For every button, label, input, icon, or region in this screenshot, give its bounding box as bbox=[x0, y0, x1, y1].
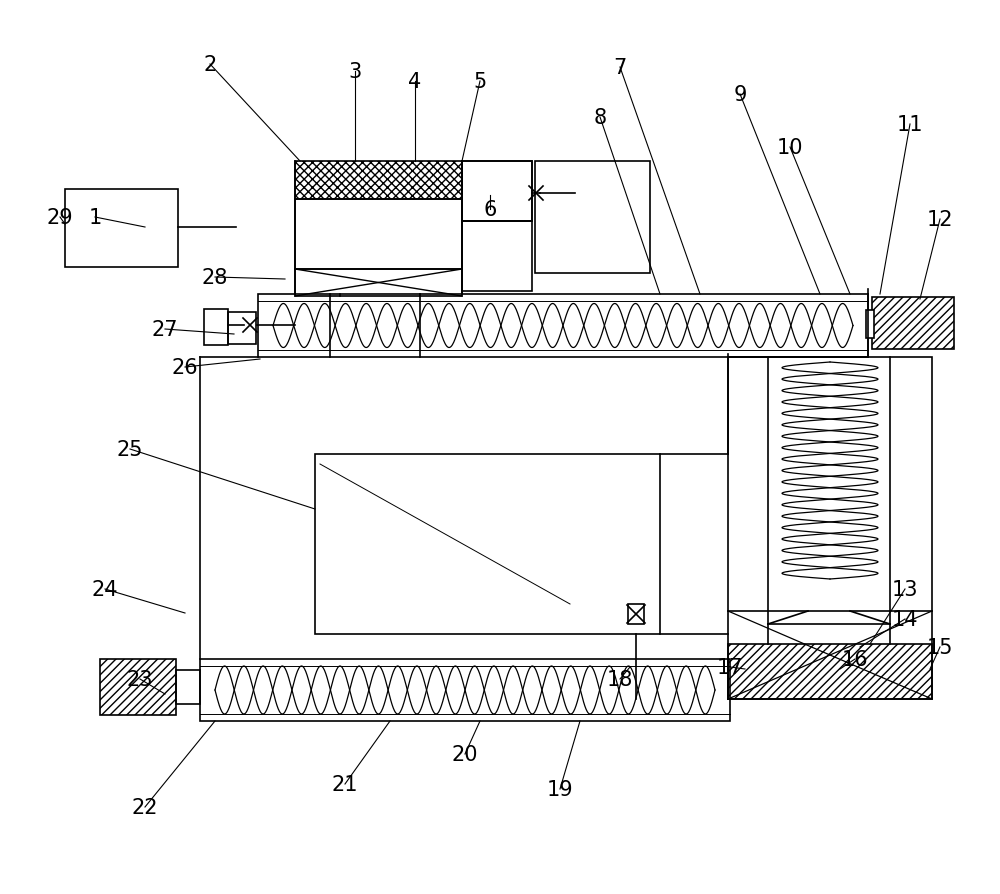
Bar bbox=[462, 222, 532, 291]
Text: 1: 1 bbox=[88, 207, 102, 228]
Bar bbox=[295, 162, 462, 199]
Text: 5: 5 bbox=[473, 72, 487, 92]
Bar bbox=[295, 270, 462, 297]
Bar bbox=[728, 645, 932, 699]
Text: 27: 27 bbox=[152, 320, 178, 340]
Bar bbox=[315, 454, 660, 634]
Text: 26: 26 bbox=[172, 358, 198, 377]
Bar bbox=[65, 190, 178, 267]
Text: 18: 18 bbox=[607, 670, 633, 689]
Text: 14: 14 bbox=[892, 610, 918, 629]
Bar bbox=[872, 298, 954, 350]
Text: 24: 24 bbox=[92, 579, 118, 599]
Bar bbox=[204, 309, 228, 346]
Text: 7: 7 bbox=[613, 58, 627, 78]
Text: 25: 25 bbox=[117, 440, 143, 460]
Text: 11: 11 bbox=[897, 114, 923, 135]
Text: 29: 29 bbox=[47, 207, 73, 228]
Bar bbox=[100, 659, 176, 715]
Text: 2: 2 bbox=[203, 55, 217, 75]
Bar bbox=[535, 162, 650, 274]
Bar bbox=[462, 162, 532, 222]
Text: 20: 20 bbox=[452, 744, 478, 764]
Bar bbox=[866, 310, 874, 339]
Bar bbox=[200, 659, 730, 721]
Text: 21: 21 bbox=[332, 774, 358, 794]
Text: 6: 6 bbox=[483, 199, 497, 220]
Bar bbox=[258, 295, 868, 358]
Text: 9: 9 bbox=[733, 85, 747, 105]
Text: 17: 17 bbox=[717, 657, 743, 678]
Text: 4: 4 bbox=[408, 72, 422, 92]
Text: 8: 8 bbox=[593, 108, 607, 128]
Text: 22: 22 bbox=[132, 797, 158, 817]
Text: 10: 10 bbox=[777, 138, 803, 158]
Bar bbox=[462, 162, 532, 222]
Bar bbox=[228, 313, 256, 344]
Text: 28: 28 bbox=[202, 267, 228, 288]
Text: 13: 13 bbox=[892, 579, 918, 599]
Text: 12: 12 bbox=[927, 210, 953, 230]
Bar bbox=[628, 604, 644, 624]
Text: 3: 3 bbox=[348, 62, 362, 82]
Text: 19: 19 bbox=[547, 780, 573, 799]
Text: 15: 15 bbox=[927, 637, 953, 657]
Text: 23: 23 bbox=[127, 670, 153, 689]
Bar bbox=[728, 358, 932, 699]
Bar bbox=[176, 670, 200, 704]
Bar bbox=[295, 199, 462, 270]
Text: 16: 16 bbox=[842, 649, 868, 670]
